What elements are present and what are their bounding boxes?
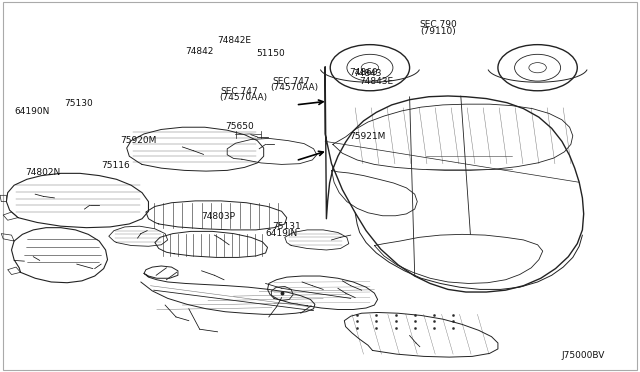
Text: 64190N: 64190N bbox=[14, 107, 49, 116]
Text: 74842: 74842 bbox=[186, 47, 214, 56]
Text: 74860: 74860 bbox=[349, 68, 378, 77]
Text: 74843E: 74843E bbox=[360, 77, 394, 86]
Text: 51150: 51150 bbox=[256, 49, 285, 58]
Text: 75921M: 75921M bbox=[349, 132, 385, 141]
Text: SEC.747: SEC.747 bbox=[272, 77, 310, 86]
Text: 75650: 75650 bbox=[225, 122, 254, 131]
Text: 75130: 75130 bbox=[64, 99, 93, 108]
Text: (79110): (79110) bbox=[420, 27, 456, 36]
Text: J75000BV: J75000BV bbox=[562, 351, 605, 360]
Text: 75131: 75131 bbox=[272, 222, 301, 231]
Text: 75920M: 75920M bbox=[120, 136, 157, 145]
Text: 74803P: 74803P bbox=[202, 212, 236, 221]
Text: SEC.747: SEC.747 bbox=[221, 87, 259, 96]
Text: (74570AA): (74570AA) bbox=[219, 93, 267, 102]
Text: 74843: 74843 bbox=[353, 69, 382, 78]
Text: 74842E: 74842E bbox=[218, 36, 252, 45]
Text: (74570AA): (74570AA) bbox=[270, 83, 318, 92]
Text: 75116: 75116 bbox=[101, 161, 130, 170]
Text: 6419IN: 6419IN bbox=[266, 229, 298, 238]
Text: 74802N: 74802N bbox=[26, 169, 61, 177]
Text: SEC.790: SEC.790 bbox=[420, 20, 458, 29]
